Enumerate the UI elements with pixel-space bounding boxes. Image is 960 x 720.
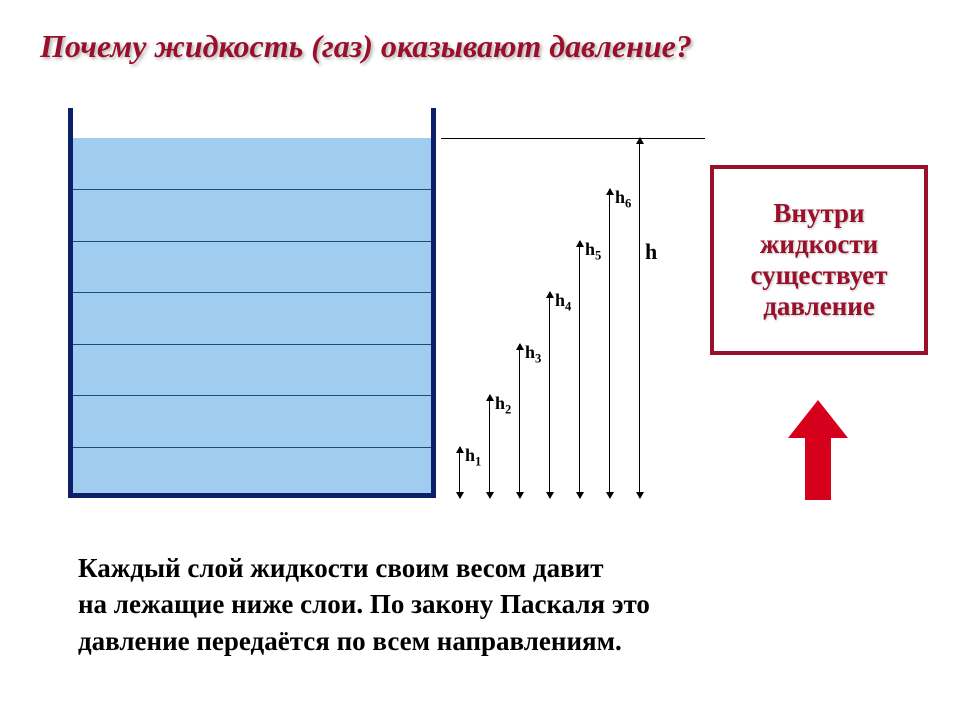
height-dimension-line xyxy=(579,241,580,498)
arrow-shaft xyxy=(805,438,831,500)
liquid-layer xyxy=(73,241,431,242)
explanation-line-1: Каждый слой жидкости своим весом давит xyxy=(78,550,878,586)
pressure-statement-box: Внутри жидкости существует давление xyxy=(710,165,928,355)
up-arrow xyxy=(788,400,848,500)
liquid-layer xyxy=(73,395,431,396)
liquid-layer xyxy=(73,344,431,345)
height-label: h5 xyxy=(585,239,601,264)
guide-line-top xyxy=(441,138,705,139)
height-label: h6 xyxy=(615,187,631,212)
height-dimension-line xyxy=(459,447,460,498)
height-label: h xyxy=(645,239,657,265)
height-dimension-line xyxy=(609,189,610,498)
pressure-statement-text: Внутри жидкости существует давление xyxy=(722,198,916,322)
liquid-layer xyxy=(73,292,431,293)
height-dimension-line xyxy=(549,292,550,498)
height-label: h4 xyxy=(555,290,571,315)
arrow-head-icon xyxy=(788,400,848,438)
height-label: h2 xyxy=(495,393,511,418)
explanation-text: Каждый слой жидкости своим весом давит н… xyxy=(78,550,878,659)
liquid-tank xyxy=(68,108,436,498)
height-dimension-line xyxy=(519,344,520,498)
page-title: Почему жидкость (газ) оказывают давление… xyxy=(40,28,920,65)
height-dimension-line xyxy=(489,395,490,498)
explanation-line-2: на лежащие ниже слои. По закону Паскаля … xyxy=(78,586,878,622)
explanation-line-3: давление передаётся по всем направлениям… xyxy=(78,623,878,659)
height-label: h1 xyxy=(465,445,481,470)
liquid-layer xyxy=(73,447,431,448)
liquid-layer xyxy=(73,189,431,190)
liquid-fill xyxy=(73,138,431,493)
height-label: h3 xyxy=(525,342,541,367)
height-dimension-line xyxy=(639,138,640,498)
